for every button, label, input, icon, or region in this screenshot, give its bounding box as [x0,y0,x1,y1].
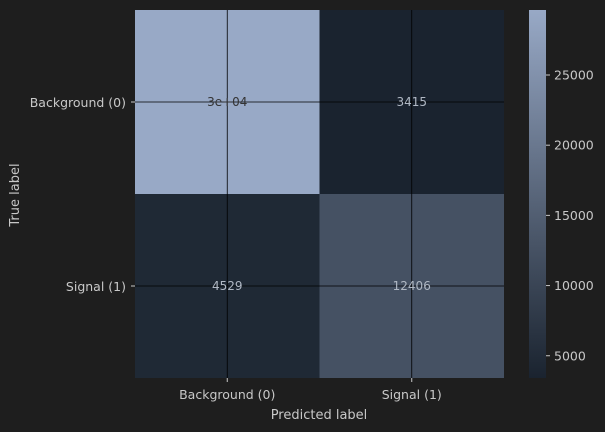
cell-label-r1-c0: 4529 [212,279,243,293]
cell-value-labels: 3e+04 3415 4529 12406 [207,95,431,293]
colorbar-tick-label-1: 10000 [554,278,594,293]
cell-label-r1-c1: 12406 [393,279,431,293]
cell-label-r0-c0: 3e+04 [207,95,247,109]
colorbar-tick-label-2: 15000 [554,208,594,223]
y-axis-label: True label [8,163,23,227]
colorbar-tick-label-3: 20000 [554,138,594,153]
x-tick-label-0: Background (0) [179,387,275,402]
y-tick-label-0: Background (0) [30,95,126,110]
axes: Background (0) Signal (1) Background (0) Si… [30,95,442,402]
heatmap-cells [135,10,504,378]
x-axis-label: Predicted label [271,408,368,423]
x-tick-label-1: Signal (1) [382,387,442,402]
colorbar: 5000 10000 15000 20000 25000 [529,10,594,378]
cell-label-r0-c1: 3415 [396,95,427,109]
y-tick-label-1: Signal (1) [66,279,126,294]
colorbar-tick-label-4: 25000 [554,68,594,83]
colorbar-gradient [529,10,546,378]
colorbar-tick-label-0: 5000 [554,348,586,363]
gridlines [135,10,504,378]
